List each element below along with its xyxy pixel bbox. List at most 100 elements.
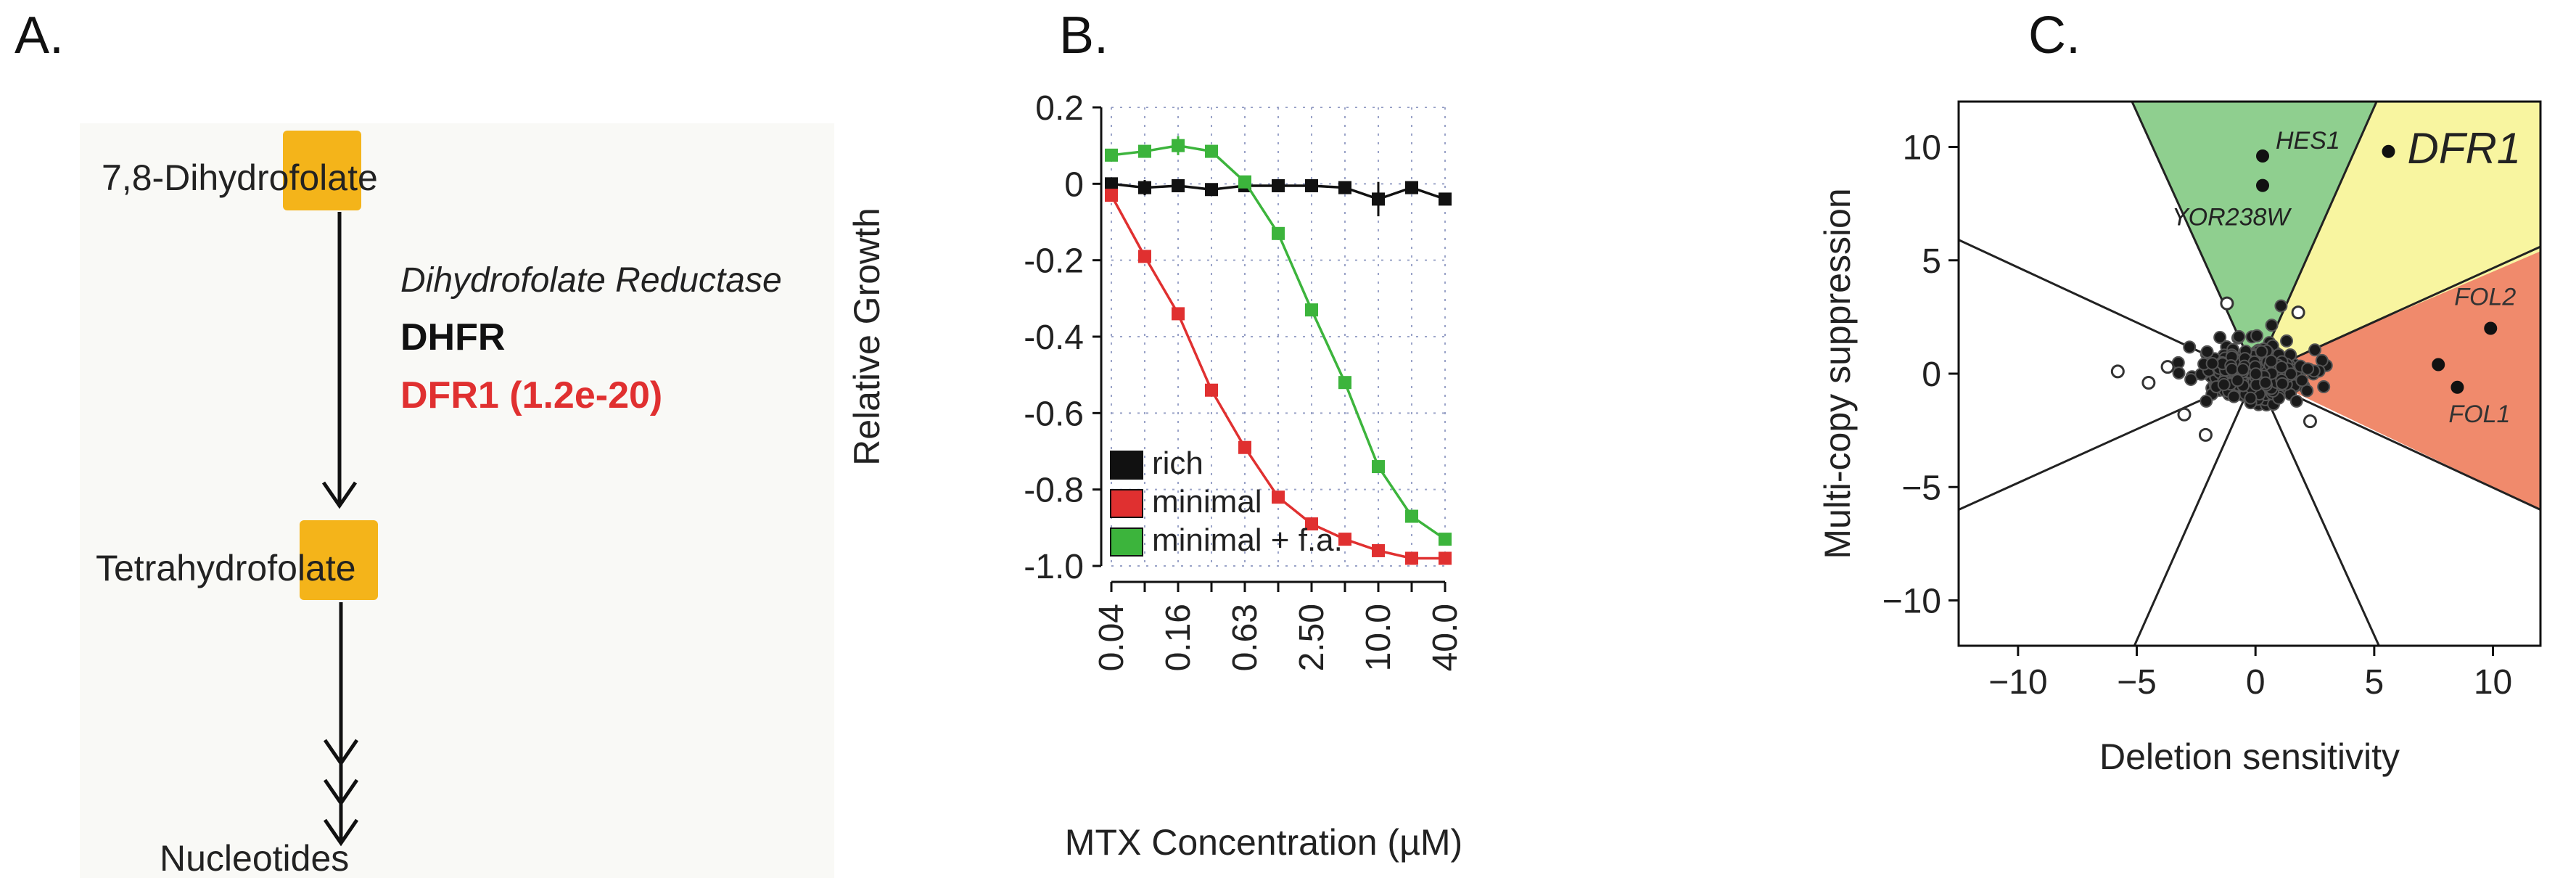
highlighted-point	[2432, 358, 2445, 371]
data-point	[1372, 192, 1385, 206]
region-deletion	[2255, 251, 2540, 510]
pathway-background	[80, 123, 834, 878]
data-point	[1405, 551, 1418, 565]
scatter-point	[2172, 366, 2186, 380]
dihydro-highlight	[283, 131, 361, 210]
scatter-point	[2265, 319, 2279, 332]
scatter-point	[2274, 299, 2288, 313]
panel-a-letter: A.	[15, 7, 65, 65]
gene-hit: DFR1 (1.2e-20)	[400, 374, 662, 416]
region-both	[2255, 102, 2540, 374]
tetrahydro-highlight	[300, 520, 378, 600]
data-point	[1205, 144, 1218, 158]
y-axis-label: Relative Growth	[847, 208, 887, 466]
legend-label: minimal	[1152, 484, 1262, 520]
data-point	[1272, 226, 1285, 240]
point-label: DFR1	[2407, 124, 2521, 173]
y-tick-label: -0.2	[1024, 242, 1084, 281]
highlighted-point	[2484, 321, 2498, 335]
x-tick-label: 10	[2474, 663, 2512, 702]
point-cloud	[2110, 296, 2333, 442]
y-tick-label: -1.0	[1024, 548, 1084, 586]
point-label: YOR238W	[2172, 204, 2292, 231]
x-tick-label: 2.50	[1293, 604, 1331, 671]
scatter-chart: HES1 YOR238W DFR1 FOL2 FOL1 −10 −5 0 5 10 10 5 0 −5 −1…	[1817, 100, 2542, 777]
pathway-diagram: 7,8-Dihydrofolate Dihydrofolate Reductas…	[80, 123, 834, 879]
y-tick-label: 10	[1903, 129, 1941, 168]
legend-swatch	[1110, 527, 1143, 557]
data-point	[1405, 509, 1418, 523]
data-point	[1305, 517, 1318, 531]
node-nucleotides: Nucleotides	[160, 838, 349, 879]
scatter-point	[2308, 343, 2322, 357]
y-tick-label: -0.8	[1024, 472, 1084, 510]
scatter-point	[2259, 376, 2273, 390]
scatter-point	[2183, 340, 2197, 354]
data-point	[1138, 144, 1151, 158]
data-point	[1105, 177, 1118, 191]
scatter-point	[2301, 362, 2315, 376]
step-arrowhead-icon	[323, 818, 359, 847]
scatter-point-outlier	[2141, 376, 2156, 390]
data-point	[1439, 551, 1452, 565]
data-point	[1272, 490, 1285, 504]
point-label: FOL1	[2448, 401, 2510, 428]
data-point	[1439, 192, 1452, 206]
scatter-point	[2200, 394, 2213, 408]
scatter-point-outlier	[2177, 407, 2192, 422]
panel-b-chart: B. 0.2 0 -0.2 -0.4 -0.6 -0.8 -1.0 0.04 0.16 0.63 2…	[841, 0, 1741, 891]
scatter-point	[2264, 354, 2278, 368]
data-point	[1338, 181, 1351, 194]
data-point	[1439, 533, 1452, 546]
highlighted-point	[2256, 178, 2270, 192]
panel-b-letter: B.	[1059, 7, 1109, 65]
y-tick-label: −10	[1882, 583, 1941, 621]
data-point	[1405, 181, 1418, 194]
scatter-point-outlier	[2291, 305, 2305, 320]
node-tetrahydrofolate: Tetrahydrofolate	[96, 548, 356, 588]
x-tick-label: 0.16	[1159, 604, 1198, 671]
scatter-point	[2289, 394, 2303, 408]
data-point	[1338, 533, 1351, 546]
data-point	[1305, 178, 1318, 192]
scatter-point	[2295, 374, 2309, 387]
data-point	[1105, 189, 1118, 202]
scatter-point-outlier	[2303, 414, 2317, 429]
y-tick-label: 0.2	[1035, 89, 1084, 128]
x-axis-label: Deletion sensitivity	[2099, 736, 2400, 777]
reaction-arrowhead-icon	[321, 481, 358, 509]
node-dihydrofolate: 7,8-Dihydrofolate	[102, 157, 378, 198]
scatter-point	[2244, 391, 2258, 405]
scatter-point-outlier	[2110, 364, 2125, 379]
x-tick-label: −5	[2117, 663, 2157, 702]
data-point	[1205, 383, 1218, 397]
scatter-point	[2184, 372, 2198, 386]
y-tick-label: 0	[1064, 165, 1084, 204]
data-point	[1338, 376, 1351, 390]
scatter-point	[2227, 390, 2241, 403]
legend-label: minimal + f.a.	[1152, 522, 1343, 558]
scatter-point	[2250, 329, 2264, 342]
data-point	[1238, 440, 1251, 454]
scatter-point	[2300, 384, 2314, 398]
data-point	[1172, 178, 1185, 192]
x-axis-label: MTX Concentration (µM)	[1065, 822, 1462, 863]
highlighted-point	[2382, 144, 2395, 158]
scatter-point	[2249, 367, 2263, 381]
y-axis-label: Multi-copy suppression	[1817, 188, 1858, 559]
data-point	[1138, 250, 1151, 263]
data-point	[1372, 460, 1385, 474]
scatter-point	[2213, 330, 2227, 344]
data-point	[1205, 183, 1218, 197]
scatter-point	[2275, 360, 2289, 374]
panel-a-pathway: A. 7,8-Dihydrofolate Dihydrofolate Reduc…	[0, 0, 841, 891]
x-tick-label: 0	[2246, 663, 2266, 702]
step-arrowhead-icon	[323, 739, 359, 767]
data-point	[1305, 303, 1318, 317]
scatter-point	[2255, 345, 2268, 358]
y-tick-label: -0.6	[1024, 395, 1084, 433]
enzyme-name: Dihydrofolate Reductase	[400, 261, 782, 300]
highlighted-point	[2451, 380, 2464, 394]
scatter-point-outlier	[2198, 427, 2213, 442]
x-tick-label: 40.0	[1426, 604, 1465, 671]
